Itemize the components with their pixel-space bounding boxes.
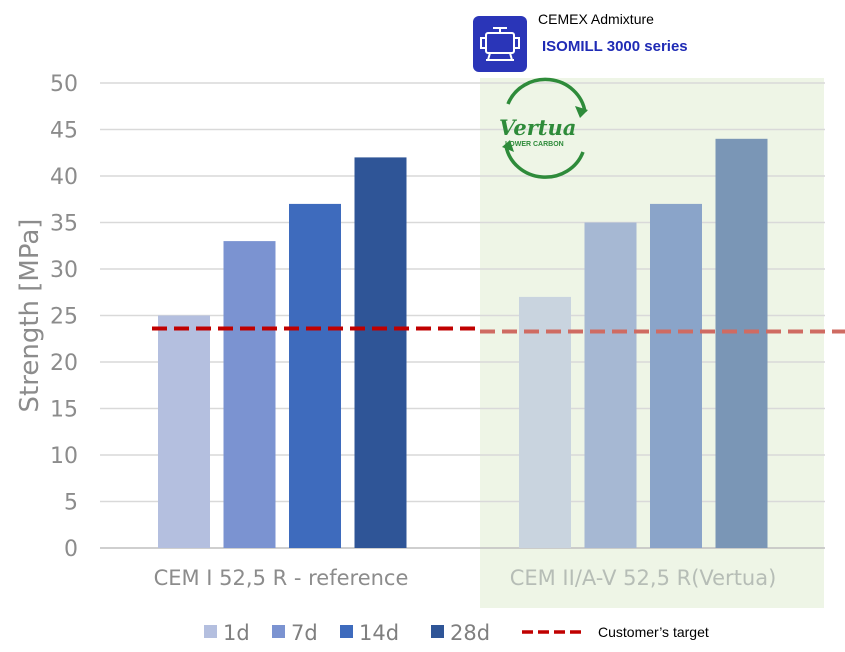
vertua-logo: Vertua LOWER CARBON (499, 77, 588, 179)
bar-14d-cat2 (650, 203, 702, 548)
brand-block: CEMEX Admixture ISOMILL 3000 series (473, 11, 688, 72)
category-labels: CEM I 52,5 R - reference CEM II/A-V 52,5 … (154, 566, 777, 590)
bars (158, 138, 768, 549)
bar-28d-cat1 (354, 157, 407, 548)
bar-1d-cat1 (158, 315, 210, 548)
y-tick-15: 15 (50, 398, 78, 423)
y-axis-ticks: 0 5 10 15 20 25 30 35 40 45 50 (50, 72, 78, 562)
y-tick-30: 30 (50, 258, 78, 283)
legend-swatch-7d (272, 625, 285, 638)
y-tick-40: 40 (50, 165, 78, 190)
mill-machine-icon (473, 16, 527, 72)
vertua-arc-top (506, 77, 587, 113)
y-tick-50: 50 (50, 72, 78, 97)
vertua-arrow-top (575, 106, 588, 118)
vertua-wordmark: Vertua (499, 115, 576, 140)
y-tick-35: 35 (50, 212, 78, 237)
gridlines (100, 82, 825, 549)
category-label-1: CEM I 52,5 R - reference (154, 566, 409, 590)
legend-label-7d: 7d (291, 621, 318, 645)
y-tick-45: 45 (50, 119, 78, 144)
y-tick-0: 0 (64, 537, 78, 562)
legend-label-1d: 1d (223, 621, 250, 645)
target-line-group (152, 326, 845, 334)
legend: 1d 7d 14d 28d Customer’s target (204, 621, 709, 645)
category-label-2: CEM II/A-V 52,5 R(Vertua) (510, 566, 777, 590)
legend-swatch-1d (204, 625, 217, 638)
bar-7d-cat1 (223, 241, 276, 548)
bar-28d-cat2 (715, 138, 768, 549)
bar-14d-cat1 (289, 203, 341, 548)
bar-1d-cat2 (519, 296, 571, 548)
legend-swatch-14d (340, 625, 353, 638)
legend-swatch-28d (431, 625, 444, 638)
legend-label-28d: 28d (450, 621, 490, 645)
vertua-subtitle: LOWER CARBON (505, 141, 564, 148)
mill-machine-icon-glyph (480, 27, 520, 61)
bar-7d-cat2 (584, 222, 637, 548)
vertua-arrow-bottom (502, 140, 514, 152)
brand-product: ISOMILL 3000 series (542, 38, 688, 55)
y-tick-5: 5 (64, 491, 78, 516)
y-tick-20: 20 (50, 351, 78, 376)
legend-label-14d: 14d (359, 621, 399, 645)
y-axis-title: Strength [MPa] (15, 219, 45, 413)
brand-title: CEMEX Admixture (538, 11, 654, 27)
y-tick-25: 25 (50, 305, 78, 330)
legend-target-label: Customer’s target (598, 624, 709, 640)
vertua-arc-bottom (504, 145, 585, 179)
y-tick-10: 10 (50, 444, 78, 469)
